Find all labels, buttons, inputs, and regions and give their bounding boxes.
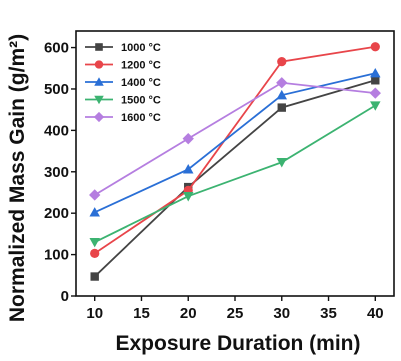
legend-label: 1200 °C: [121, 60, 161, 72]
data-point: [370, 42, 380, 52]
data-point: [371, 76, 380, 85]
legend-label: 1600 °C: [121, 112, 161, 124]
x-tick-label: 10: [86, 305, 103, 322]
y-axis-title: Normalized Mass Gain (g/m²): [6, 34, 29, 322]
series-1: [90, 42, 380, 258]
data-point: [89, 207, 100, 217]
data-point: [90, 272, 99, 281]
x-tick-label: 35: [320, 305, 337, 322]
data-point: [277, 103, 286, 112]
legend-label: 1500 °C: [121, 95, 161, 107]
y-tick-label: 300: [44, 164, 69, 181]
y-tick-label: 500: [44, 81, 69, 98]
data-point: [276, 89, 288, 100]
x-tick-label: 20: [180, 305, 197, 322]
data-point: [276, 158, 288, 168]
x-axis-title: Exposure Duration (min): [115, 332, 360, 355]
legend-item: 1500 °C: [85, 95, 161, 107]
data-point: [89, 237, 100, 248]
x-tick-label: 30: [273, 305, 290, 322]
data-point: [370, 101, 381, 111]
legend-marker: [95, 43, 103, 51]
legend-label: 1000 °C: [121, 42, 161, 54]
y-tick-label: 200: [44, 205, 69, 222]
series-line: [94, 79, 376, 278]
y-tick-label: 600: [44, 40, 69, 57]
series-4: [89, 77, 381, 201]
legend-item: 1000 °C: [85, 42, 161, 54]
data-point: [277, 57, 287, 67]
data-point: [276, 77, 288, 89]
series-layer: [89, 42, 381, 281]
y-tick-label: 100: [44, 247, 69, 264]
data-point: [89, 189, 101, 201]
legend-item: 1600 °C: [85, 111, 161, 124]
legend-item: 1400 °C: [85, 77, 161, 89]
legend-marker: [93, 111, 105, 123]
y-tick-label: 0: [61, 288, 69, 305]
x-tick-label: 25: [227, 305, 244, 322]
x-tick-label: 15: [133, 305, 150, 322]
series-line: [94, 45, 376, 255]
series-line: [94, 72, 376, 214]
data-point: [182, 164, 194, 174]
data-point: [370, 67, 381, 78]
series-line: [94, 104, 376, 243]
legend-item: 1200 °C: [85, 60, 161, 72]
legend-marker: [94, 60, 104, 69]
data-point: [90, 248, 100, 258]
series-2: [89, 67, 381, 217]
series-line: [94, 81, 376, 196]
data-point: [182, 132, 194, 145]
data-point: [369, 87, 381, 99]
y-tick-label: 400: [44, 122, 69, 139]
legend-label: 1400 °C: [121, 77, 161, 89]
legend-marker: [94, 77, 104, 86]
legend: 1000 °C 1200 °C 1400 °C 1500 °C 1600 °C: [85, 42, 161, 124]
series-3: [89, 101, 381, 248]
data-point: [182, 192, 194, 202]
legend-marker: [94, 95, 104, 105]
x-tick-label: 40: [367, 305, 384, 322]
